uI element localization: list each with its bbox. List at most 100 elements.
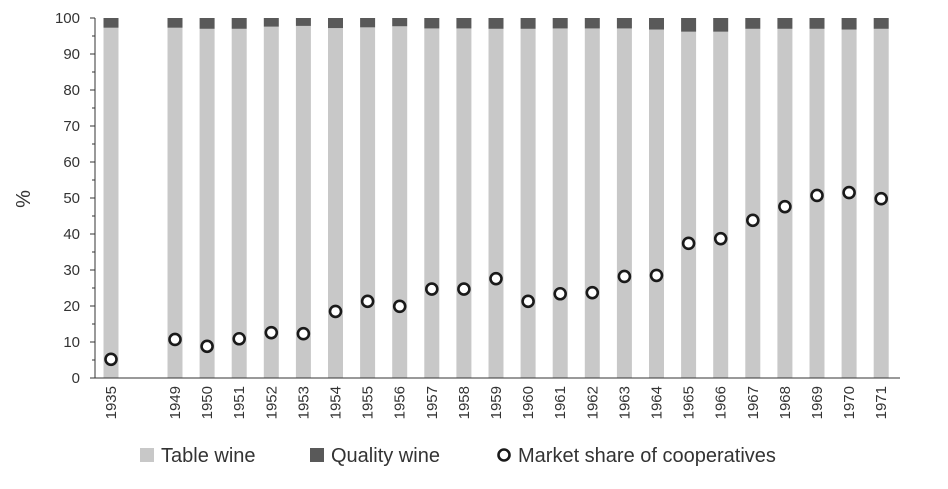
bar-table-wine-1961 — [552, 28, 568, 378]
x-tick-label-1962: 1962 — [584, 386, 601, 419]
legend-swatch-table-wine — [140, 448, 154, 462]
y-tick-label-70: 70 — [63, 118, 80, 135]
bar-table-wine-1958 — [456, 28, 472, 378]
plot-area — [103, 18, 889, 379]
y-tick-label-30: 30 — [63, 262, 80, 279]
x-tick-label-1968: 1968 — [777, 386, 794, 419]
point-market-share-1951 — [232, 331, 246, 346]
y-tick-label-100: 100 — [55, 10, 80, 27]
legend-label-market-share-of-cooperatives: Market share of cooperatives — [518, 445, 776, 467]
bar-quality-wine-1965 — [681, 18, 697, 32]
bar-quality-wine-1967 — [745, 18, 761, 29]
x-tick-label-1954: 1954 — [328, 386, 345, 419]
x-tick-label-1970: 1970 — [841, 386, 858, 419]
bar-table-wine-1952 — [263, 26, 279, 378]
x-tick-label-1950: 1950 — [199, 386, 216, 419]
y-tick-label-80: 80 — [63, 82, 80, 99]
point-market-share-1955 — [360, 294, 375, 309]
x-tick-label-1935: 1935 — [103, 386, 120, 419]
bar-quality-wine-1950 — [199, 18, 215, 29]
point-market-share-1952 — [264, 325, 279, 340]
x-tick-label-1957: 1957 — [424, 386, 441, 419]
y-axis-label: % — [13, 190, 35, 208]
point-market-share-1959 — [489, 271, 503, 286]
bar-table-wine-1964 — [649, 29, 664, 379]
bar-table-wine-1963 — [616, 28, 632, 378]
bar-quality-wine-1952 — [263, 18, 279, 27]
bar-quality-wine-1958 — [456, 18, 472, 29]
y-tick-label-90: 90 — [63, 46, 80, 63]
bar-quality-wine-1968 — [777, 18, 793, 29]
x-tick-label-1971: 1971 — [873, 386, 890, 419]
x-tick-label-1966: 1966 — [713, 386, 730, 419]
point-market-share-1950 — [200, 339, 214, 354]
x-tick-label-1958: 1958 — [456, 386, 473, 419]
x-tick-label-1953: 1953 — [295, 386, 312, 419]
y-tick-label-60: 60 — [63, 154, 80, 171]
point-market-share-1953 — [296, 326, 311, 341]
bar-quality-wine-1953 — [295, 18, 311, 26]
x-tick-label-1952: 1952 — [263, 386, 280, 419]
point-market-share-1960 — [521, 294, 535, 309]
x-tick-label-1956: 1956 — [392, 386, 409, 419]
x-tick-label-1949: 1949 — [167, 386, 184, 419]
y-tick-label-20: 20 — [63, 298, 80, 315]
point-market-share-1967 — [745, 213, 760, 228]
point-market-share-1964 — [649, 268, 664, 283]
legend-swatch-market-share-of-cooperatives — [497, 448, 511, 462]
bar-table-wine-1959 — [488, 28, 504, 379]
bar-table-wine-1935 — [103, 27, 119, 378]
bar-table-wine-1953 — [295, 25, 311, 378]
bar-table-wine-1950 — [199, 28, 215, 379]
bar-table-wine-1969 — [809, 28, 825, 379]
bar-quality-wine-1961 — [552, 18, 568, 29]
x-tick-label-1969: 1969 — [809, 386, 826, 419]
bar-quality-wine-1954 — [328, 18, 343, 29]
x-tick-label-1963: 1963 — [616, 386, 633, 419]
point-market-share-1949 — [168, 332, 182, 347]
y-tick-label-0: 0 — [72, 370, 80, 387]
x-tick-label-1955: 1955 — [360, 386, 377, 419]
point-market-share-1954 — [328, 304, 343, 319]
point-market-share-1969 — [810, 188, 824, 203]
bar-table-wine-1956 — [392, 26, 408, 379]
point-market-share-1957 — [424, 282, 439, 296]
point-market-share-1968 — [778, 199, 792, 214]
bar-quality-wine-1955 — [360, 18, 376, 28]
bar-table-wine-1965 — [681, 31, 697, 379]
point-market-share-1961 — [553, 286, 568, 301]
bar-quality-wine-1962 — [584, 18, 600, 29]
point-market-share-1962 — [585, 285, 600, 300]
point-market-share-1971 — [874, 191, 889, 206]
bar-table-wine-1954 — [328, 28, 343, 379]
bar-table-wine-1957 — [424, 28, 440, 378]
y-tick-label-10: 10 — [63, 334, 80, 351]
bar-table-wine-1966 — [713, 31, 729, 379]
point-market-share-1965 — [681, 236, 696, 251]
bar-quality-wine-1963 — [616, 18, 632, 29]
bar-quality-wine-1935 — [103, 18, 119, 28]
x-tick-label-1951: 1951 — [231, 386, 248, 419]
bar-quality-wine-1969 — [809, 18, 825, 29]
bar-table-wine-1970 — [841, 29, 857, 379]
x-tick-label-1961: 1961 — [552, 386, 569, 419]
bar-quality-wine-1949 — [167, 18, 183, 28]
bar-quality-wine-1960 — [520, 18, 536, 29]
point-market-share-1956 — [392, 299, 407, 314]
point-market-share-1966 — [713, 231, 728, 246]
bar-table-wine-1962 — [584, 28, 600, 378]
legend-label-quality-wine: Quality wine — [331, 445, 440, 467]
bar-quality-wine-1956 — [392, 18, 408, 27]
point-market-share-1963 — [617, 269, 632, 284]
point-market-share-1970 — [842, 185, 856, 200]
x-tick-label-1960: 1960 — [520, 386, 537, 419]
legend: Table wine Quality wine Market share of co… — [140, 445, 776, 467]
bar-table-wine-1949 — [167, 27, 183, 378]
x-tick-label-1965: 1965 — [681, 386, 698, 419]
bar-quality-wine-1951 — [231, 18, 247, 29]
legend-swatch-quality-wine — [310, 448, 324, 462]
bar-quality-wine-1964 — [649, 18, 664, 30]
bar-quality-wine-1966 — [713, 18, 729, 32]
y-tick-label-40: 40 — [63, 226, 80, 243]
